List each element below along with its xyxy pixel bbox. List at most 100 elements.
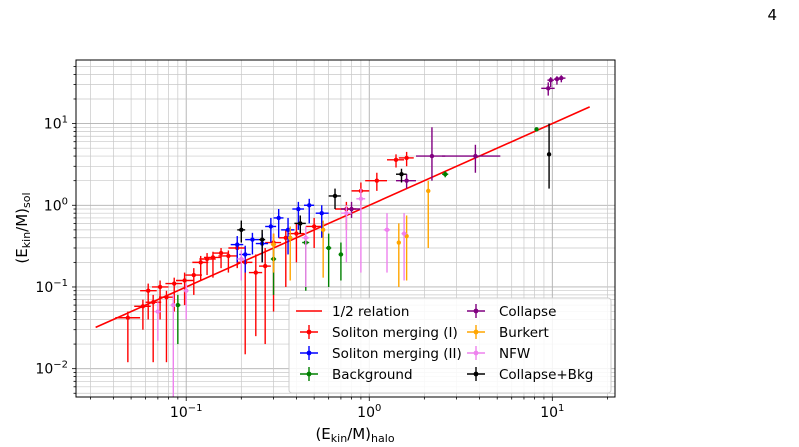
point-marker [399,172,404,177]
data-point [383,213,391,273]
legend-swatch [306,329,312,335]
data-point [151,280,169,320]
axis-ticks: 10−1 100 101 10−2 10−1 100 101 [35,66,608,421]
legend-swatch [306,371,312,377]
data-point [426,180,431,248]
data-point [230,236,244,263]
point-marker [182,278,187,283]
relation-line [95,106,591,329]
data-point [265,217,277,243]
data-point [259,247,271,345]
data-point [237,220,246,243]
point-marker [294,231,299,236]
data-point [340,201,361,218]
point-marker [242,252,248,257]
point-marker [534,127,539,132]
point-marker [298,221,303,226]
data-point [154,302,162,341]
point-marker [548,77,553,83]
point-marker [443,172,448,177]
point-marker [426,188,431,194]
legend-entry: Collapse [467,304,556,320]
page-number: 4 [767,6,777,24]
data-point [315,205,329,238]
legend-swatch [306,350,312,356]
legend-swatch [473,329,479,335]
data-point [218,250,238,273]
legend-entry: Soliton merging (II) [300,346,462,362]
point-marker [319,210,324,216]
data-point [145,294,162,363]
data-point [292,201,304,230]
data-point [442,144,501,173]
data-point [338,242,344,281]
point-marker [239,256,244,262]
point-marker [473,153,478,159]
data-point [245,232,260,255]
data-point [115,311,141,363]
legend-entry: 1/2 relation [296,304,409,320]
point-marker [404,178,409,183]
data-point [185,268,203,295]
point-marker [250,237,255,242]
point-marker [146,288,151,293]
legend-swatch [473,371,479,377]
point-marker [303,235,308,240]
relation-line-layer [95,106,591,329]
point-marker [125,315,131,320]
point-marker [285,227,291,233]
data-point [176,272,194,306]
data-point [294,215,306,234]
legend-label: NFW [499,346,530,362]
data-point [356,188,366,273]
legend-label: Collapse [499,304,556,320]
point-marker [311,224,317,229]
data-point [365,172,388,191]
legend-label: Collapse+Bkg [499,367,593,383]
legend-label: Burkert [499,325,549,341]
data-point [442,171,449,178]
point-marker [283,235,289,240]
point-marker [172,281,177,286]
point-marker [259,237,265,242]
data-point [415,127,446,181]
point-marker [171,302,176,308]
point-marker [288,235,293,240]
point-marker [210,255,216,260]
y-tick-label: 10−1 [35,278,68,296]
data-point [340,205,352,263]
point-marker [384,227,390,233]
point-marker [271,242,276,247]
data-point [192,255,209,281]
point-marker [226,253,231,259]
series-collapse-bkg [237,123,552,263]
point-marker [546,152,552,157]
data-point [158,290,175,363]
data-point [396,223,402,287]
point-marker [155,309,161,314]
data-point [534,127,539,132]
legend-entry: NFW [467,346,530,362]
chart-legend: 1/2 relation Soliton merging (I) Soliton m… [288,297,612,394]
point-marker [268,224,274,229]
legend-swatch [473,350,479,356]
plot-frame [75,59,616,398]
legend-frame [288,297,612,394]
point-marker [307,203,312,208]
data-point [237,250,246,281]
point-marker [401,231,407,236]
y-axis-label: (Ekin/M)sol [13,192,33,263]
series-burkert [270,180,431,287]
point-marker [546,86,551,91]
data-point [328,188,341,210]
point-marker [235,242,240,247]
data-point [541,82,555,96]
data-point [212,247,229,269]
data-point [288,226,293,281]
data-point [387,154,405,168]
data-point [273,209,284,238]
data-point [556,75,566,83]
legend-label: Background [332,367,413,383]
data-point [259,229,266,263]
